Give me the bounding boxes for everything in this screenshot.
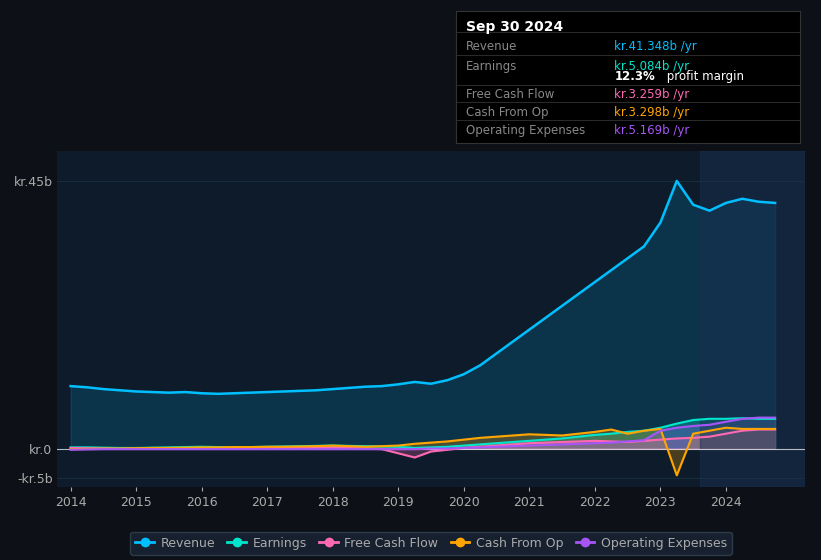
Text: Operating Expenses: Operating Expenses	[466, 124, 585, 137]
Text: kr.41.348b /yr: kr.41.348b /yr	[614, 40, 697, 53]
Text: 12.3%: 12.3%	[614, 71, 655, 83]
Text: kr.3.259b /yr: kr.3.259b /yr	[614, 87, 690, 101]
Text: kr.5.169b /yr: kr.5.169b /yr	[614, 124, 690, 137]
Text: Sep 30 2024: Sep 30 2024	[466, 20, 563, 34]
Text: kr.3.298b /yr: kr.3.298b /yr	[614, 106, 690, 119]
Legend: Revenue, Earnings, Free Cash Flow, Cash From Op, Operating Expenses: Revenue, Earnings, Free Cash Flow, Cash …	[131, 532, 732, 555]
Text: Free Cash Flow: Free Cash Flow	[466, 87, 554, 101]
Text: profit margin: profit margin	[663, 71, 744, 83]
Text: Earnings: Earnings	[466, 60, 517, 73]
Bar	[699, 151, 805, 487]
Text: kr.5.084b /yr: kr.5.084b /yr	[614, 60, 690, 73]
Text: Revenue: Revenue	[466, 40, 517, 53]
Text: Cash From Op: Cash From Op	[466, 106, 548, 119]
